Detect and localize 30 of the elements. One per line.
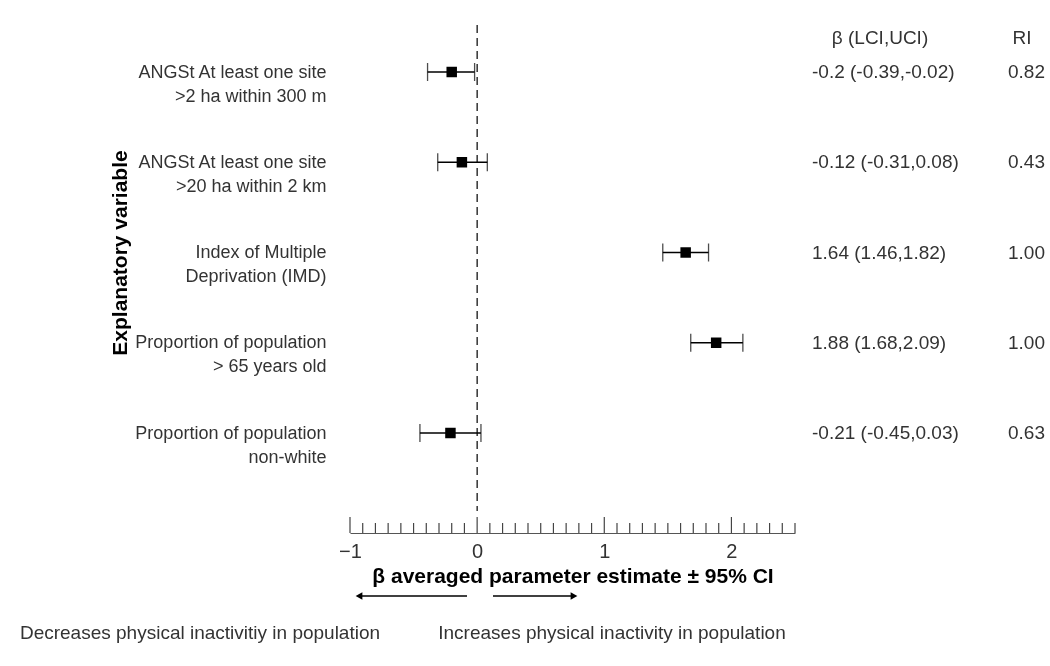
text: -0.12 (-0.31,0.08): [812, 151, 959, 173]
x-tick-label: 1: [599, 539, 611, 562]
text: β (LCI,UCI): [831, 27, 929, 48]
text: 0.82: [1008, 61, 1045, 82]
y-tick-label: Proportion of population non-white: [135, 422, 327, 467]
point: [446, 66, 457, 78]
y-tick-label: Proportion of population > 65 years old: [135, 332, 327, 377]
text: -0.21 (-0.45,0.03): [812, 422, 959, 443]
text: 1.00: [1008, 331, 1045, 353]
text: -0.2 (-0.39,-0.02): [812, 61, 955, 82]
text: 1.88 (1.68,2.09): [812, 331, 947, 353]
point: [456, 157, 468, 168]
x-tick-label: −1: [339, 539, 362, 562]
point: [710, 337, 722, 348]
y-tick-label: Index of Multiple Deprivation (IMD): [185, 242, 327, 286]
text: Decreases physical inactivitiy in population: [19, 622, 381, 643]
text: 0.63: [1008, 422, 1045, 443]
text: RI: [1012, 27, 1032, 48]
x-tick-label: 0: [472, 539, 484, 562]
point: [445, 427, 456, 439]
text: 0.43: [1008, 151, 1045, 173]
text: Increases physical inactivity in population: [438, 622, 786, 643]
y-axis-title: Explanatory variable: [107, 150, 131, 356]
x-tick-label: 2: [726, 539, 738, 562]
point: [680, 247, 691, 258]
y-tick-label: ANGSt At least one site >2 ha within 300 m: [138, 61, 327, 106]
x-axis-title: β averaged parameter estimate ± 95% CI: [372, 563, 774, 587]
text: 1.00: [1008, 241, 1045, 263]
text: 1.64 (1.46,1.82): [812, 241, 947, 263]
y-tick-label: ANGSt At least one site >20 ha within 2 km: [138, 151, 327, 196]
